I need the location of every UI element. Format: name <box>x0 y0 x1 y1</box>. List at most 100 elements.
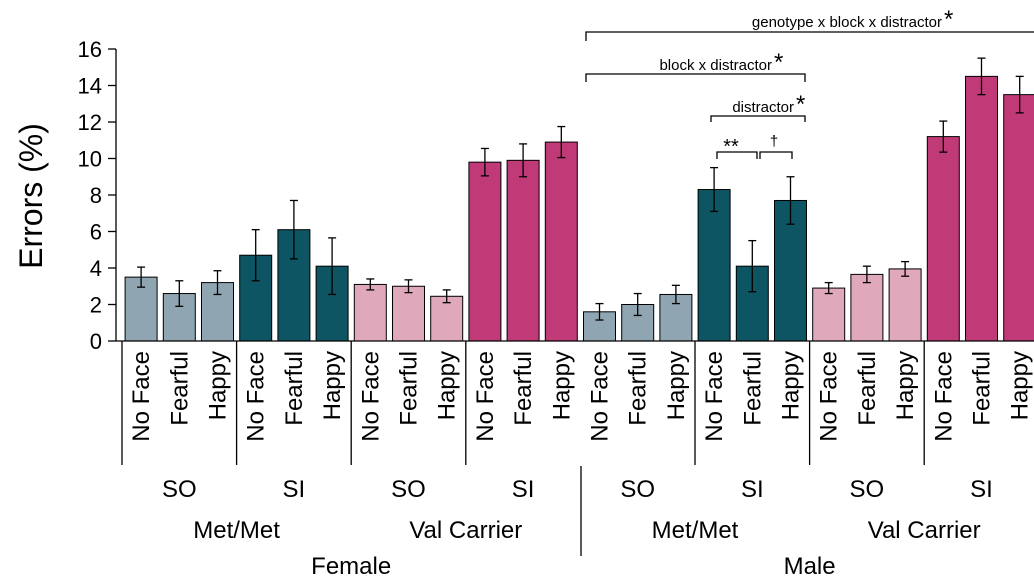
x-tick-label: Happy <box>434 351 461 420</box>
x-tick-label: Happy <box>892 351 919 420</box>
error-bar <box>480 147 489 177</box>
error-bar <box>404 279 413 294</box>
error-bar <box>251 229 260 282</box>
block-label: SI <box>741 476 764 503</box>
three-way-label: genotype x block x distractor <box>752 14 942 31</box>
error-bar <box>557 125 566 159</box>
y-tick-label: 10 <box>78 147 102 172</box>
y-axis-title: Errors (%) <box>13 123 49 269</box>
genotype-label: Val Carrier <box>409 517 522 544</box>
sex-label: Female <box>311 553 391 578</box>
x-tick-label: Happy <box>778 351 805 420</box>
error-bar <box>977 57 986 96</box>
distractor-star: * <box>796 91 805 118</box>
bar <box>965 75 998 342</box>
pair2-label: † <box>770 133 778 150</box>
bar <box>392 285 425 342</box>
x-tick-label: No Face <box>243 351 270 442</box>
error-bar <box>1015 75 1024 114</box>
x-tick-label: No Face <box>816 351 843 442</box>
error-bar <box>671 284 680 305</box>
x-tick-label: Fearful <box>625 351 652 426</box>
genotype-label: Met/Met <box>193 517 280 544</box>
error-bar <box>786 176 795 225</box>
bar <box>812 287 846 342</box>
y-tick-label: 6 <box>90 220 102 245</box>
x-tick-label: Happy <box>548 351 575 420</box>
distractor-label: distractor <box>732 99 794 116</box>
y-tick-label: 8 <box>90 183 102 208</box>
two-way-star: * <box>774 49 783 76</box>
bar <box>888 268 922 342</box>
two-way-label: block x distractor <box>659 57 772 74</box>
error-bar <box>824 281 833 295</box>
two-way-bracket <box>585 73 806 82</box>
three-way-star: * <box>944 6 953 33</box>
y-tick-label: 0 <box>90 329 102 354</box>
y-tick-label: 12 <box>78 110 102 135</box>
x-tick-label: Fearful <box>166 351 193 426</box>
x-tick-label: No Face <box>701 351 728 442</box>
x-tick-label: Happy <box>319 351 346 420</box>
error-bar <box>633 292 642 317</box>
error-bar <box>862 265 871 284</box>
x-tick-label: No Face <box>587 351 614 442</box>
pair1-bracket <box>716 151 758 159</box>
x-tick-label: Fearful <box>739 351 766 426</box>
block-label: SI <box>512 476 535 503</box>
bar <box>544 141 578 342</box>
error-bar <box>901 260 910 277</box>
x-tick-label: No Face <box>357 351 384 442</box>
x-axis: No Face Fearful Happy No Face Fearful Happy No… <box>116 340 1034 465</box>
distractor-bracket <box>710 115 806 122</box>
bar <box>353 283 387 342</box>
y-tick-label: 4 <box>90 256 102 281</box>
error-bar <box>213 270 222 296</box>
significance-annotations: genotype x block x distractor * block x … <box>585 6 1034 159</box>
y-axis: 0 2 4 6 8 10 12 14 16 <box>78 37 117 354</box>
x-tick-label: No Face <box>930 351 957 442</box>
block-label: SI <box>970 476 993 503</box>
block-label: SO <box>850 476 885 503</box>
y-ticks: 0 2 4 6 8 10 12 14 16 <box>78 37 116 354</box>
error-bar <box>366 278 375 291</box>
y-tick-label: 2 <box>90 293 102 318</box>
x-tick-label: Happy <box>1007 351 1034 420</box>
x-tick-label: Fearful <box>510 351 537 426</box>
error-bar <box>710 166 719 213</box>
bar <box>468 161 502 342</box>
block-label: SO <box>391 476 426 503</box>
bar <box>506 159 540 342</box>
x-tick-label: Happy <box>663 351 690 420</box>
bar <box>659 293 693 342</box>
x-tick-label: No Face <box>128 351 155 442</box>
block-label: SO <box>162 476 197 503</box>
bar <box>850 273 884 342</box>
x-tick-label: No Face <box>472 351 499 442</box>
bar <box>697 189 731 342</box>
error-bar <box>328 237 337 296</box>
x-tick-label: Fearful <box>281 351 308 426</box>
bars-layer <box>124 75 1034 342</box>
error-bars-layer <box>137 57 1024 321</box>
x-tick-label: Fearful <box>396 351 423 426</box>
error-bar <box>595 302 604 321</box>
error-bar <box>175 280 184 307</box>
error-bar <box>137 266 146 288</box>
y-tick-label: 14 <box>78 74 102 99</box>
genotype-label: Met/Met <box>652 517 739 544</box>
bar <box>926 136 960 342</box>
bar <box>430 295 464 342</box>
pair1-label: ** <box>723 136 739 158</box>
pair2-bracket <box>759 151 793 159</box>
block-label: SI <box>283 476 306 503</box>
error-bar <box>519 143 528 178</box>
error-bar <box>939 120 948 153</box>
x-tick-label: Fearful <box>854 351 881 426</box>
error-bar <box>442 289 451 304</box>
error-bar <box>748 239 757 293</box>
genotype-label: Val Carrier <box>868 517 981 544</box>
bar <box>1003 94 1034 342</box>
